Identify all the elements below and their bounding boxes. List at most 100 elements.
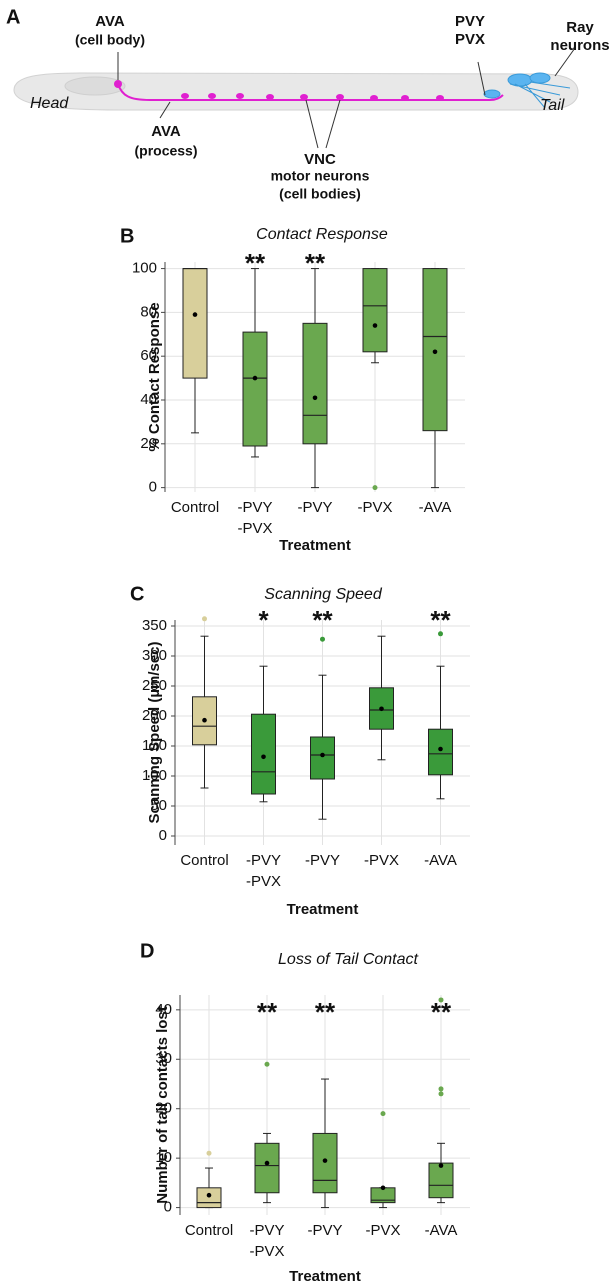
x-tick-line: -PVX [237,520,272,537]
box [242,331,268,447]
x-tick-line: -PVY [237,499,272,516]
x-tick-line: -PVY [305,852,340,869]
x-tick-line: -PVX [246,873,281,890]
x-tick-label: -PVY [305,852,340,869]
x-tick-label: -PVY [297,499,332,516]
x-tick-label: -PVX [365,1222,400,1239]
pointer [305,99,319,149]
outlier [438,631,443,637]
y-tick-label: 40 [155,1001,172,1018]
outlier [264,1061,270,1067]
x-tick-line: -AVA [424,852,457,869]
label: motor neurons [271,168,370,184]
significance: * [258,605,269,635]
chart-title: Scanning Speed [264,586,383,603]
x-tick-label: -PVY -PVX [237,499,272,537]
y-axis-title: % Contact Response [146,302,163,451]
y-tick-label: 0 [164,1199,172,1216]
outlier [372,485,378,491]
box [362,268,388,353]
box [428,1162,454,1199]
y-tick-label: 20 [140,435,157,452]
y-tick-label: 60 [140,347,157,364]
x-tick-line: -PVY [246,852,281,869]
x-tick-line: -AVA [419,499,452,516]
panel-letter: C [130,583,144,605]
significance: ** [430,605,451,635]
mean [206,1192,212,1198]
y-tick-label: 300 [142,647,167,664]
x-tick-label: -PVX [364,852,399,869]
x-tick-line: -AVA [425,1222,458,1239]
box [254,1142,280,1194]
y-tick-label: 10 [155,1149,172,1166]
label: Ray [566,19,594,36]
x-tick-label: Control [185,1222,233,1239]
y-tick-label: 20 [155,1100,172,1117]
x-tick-label: -PVX [357,499,392,516]
mean [438,746,443,752]
x-tick-label: Control [171,499,219,516]
y-tick-label: 150 [142,737,167,754]
panel-a: A AVA (cell body) Head AVA (process) VNC… [6,6,610,201]
y-tick-label: 80 [140,303,157,320]
x-tick-line: Control [185,1222,233,1239]
panel-letter: A [6,6,20,28]
mean [438,1163,444,1168]
label: Tail [540,97,565,114]
x-tick-label: -PVY -PVX [246,852,281,890]
x-tick-line: Control [180,852,228,869]
x-tick-label: -PVY [307,1222,342,1239]
pointer [325,99,341,149]
box [312,1132,338,1194]
pointer [159,101,171,119]
pointer [477,47,576,96]
pharynx [64,76,126,96]
box [251,713,276,795]
x-axis-title: Treatment [289,1268,361,1285]
x-axis-title: Treatment [279,537,351,554]
y-tick-label: 30 [155,1050,172,1067]
x-tick-line: -PVY [307,1222,342,1239]
outlier [320,636,325,642]
y-tick-label: 100 [142,767,167,784]
x-tick-line: -PVY [249,1222,284,1239]
x-tick-line: -PVX [365,1222,400,1239]
significance: ** [245,248,266,278]
outlier [202,616,207,622]
significance: ** [305,248,326,278]
label: (process) [134,143,197,159]
y-tick-label: 0 [149,479,157,496]
significance: ** [315,997,336,1027]
label: (cell body) [75,32,145,48]
panel-letter: D [140,940,154,962]
y-tick-label: 200 [142,707,167,724]
box [302,322,328,445]
y-tick-label: 0 [159,827,167,844]
ray-neurons [483,72,571,109]
mean [202,717,207,723]
x-tick-label: -AVA [424,852,457,869]
label: VNC [304,151,336,168]
outlier [380,1111,386,1117]
mean [432,349,438,355]
x-tick-label: -AVA [419,499,452,516]
significance: ** [431,997,452,1027]
box [310,736,335,780]
outlier [438,1086,444,1092]
ava-process [117,83,504,101]
y-tick-label: 50 [150,797,167,814]
outlier [438,1091,444,1097]
mean [380,1185,386,1191]
box [182,268,208,379]
significance: ** [257,997,278,1027]
box [196,1187,222,1209]
label: PVX [455,31,485,48]
significance: ** [312,605,333,635]
label: PVY [455,13,485,30]
mean [322,1158,328,1163]
mean [264,1160,270,1166]
x-tick-line: -PVX [357,499,392,516]
x-tick-line: Control [171,499,219,516]
x-tick-line: -PVX [249,1243,284,1260]
